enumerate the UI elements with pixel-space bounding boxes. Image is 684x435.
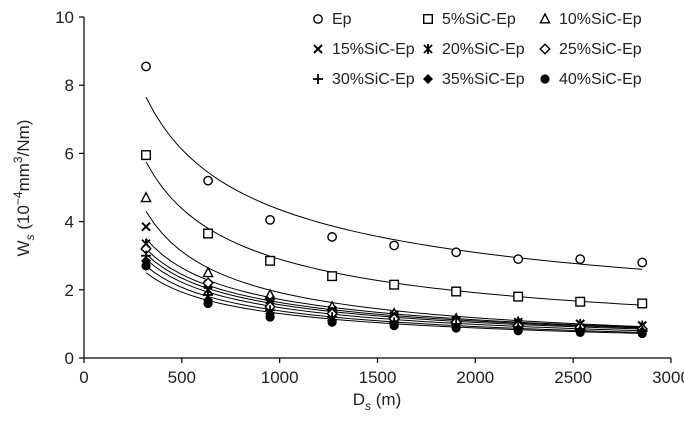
x-tick-label: 2500 xyxy=(554,368,592,387)
legend-item: 25%SiC-Ep xyxy=(539,41,642,58)
legend-item: Ep xyxy=(313,11,352,28)
data-point xyxy=(327,232,338,242)
legend-label: Ep xyxy=(332,11,352,28)
data-point xyxy=(203,298,213,309)
data-point xyxy=(141,150,152,161)
x-axis-title: Ds (m) xyxy=(353,390,402,413)
data-points xyxy=(140,61,649,339)
legend-marker xyxy=(423,74,433,84)
legend-item: 15%SiC-Ep xyxy=(313,41,415,58)
data-point xyxy=(327,317,337,327)
data-point xyxy=(575,296,586,307)
data-point xyxy=(140,191,152,203)
legend-marker xyxy=(423,13,434,25)
data-point xyxy=(637,328,647,339)
y-tick-label: 4 xyxy=(65,213,74,232)
legend-marker xyxy=(313,44,323,54)
data-point xyxy=(451,286,462,297)
legend-item: 10%SiC-Ep xyxy=(539,11,642,28)
data-point xyxy=(327,271,338,282)
legend-label: 30%SiC-Ep xyxy=(332,71,415,88)
legend-marker xyxy=(423,44,433,54)
data-point xyxy=(265,255,276,266)
data-point xyxy=(265,312,275,322)
data-point xyxy=(389,321,399,331)
legend-item: 20%SiC-Ep xyxy=(423,41,525,58)
legend-item: 40%SiC-Ep xyxy=(540,71,642,88)
data-point xyxy=(203,175,213,186)
data-point xyxy=(141,222,151,232)
data-point xyxy=(203,228,214,239)
x-tick-label: 500 xyxy=(168,368,196,387)
legend-marker xyxy=(539,43,551,55)
legend-item: 30%SiC-Ep xyxy=(313,71,415,88)
data-point xyxy=(389,240,400,251)
data-point xyxy=(637,298,648,309)
y-tick-label: 6 xyxy=(65,144,74,163)
legend-marker xyxy=(540,74,550,84)
data-point xyxy=(202,266,214,278)
data-point xyxy=(513,326,523,336)
y-axis-title: Ws (10−4mm3/Nm) xyxy=(11,120,37,257)
axes xyxy=(83,17,671,359)
y-tick-label: 8 xyxy=(65,76,74,95)
data-point xyxy=(451,323,461,333)
legend-marker xyxy=(313,74,323,84)
fit-curve xyxy=(145,96,643,270)
data-point xyxy=(141,61,151,72)
data-point xyxy=(141,261,151,271)
data-point xyxy=(637,257,648,268)
data-point xyxy=(513,291,524,302)
y-tick-label: 2 xyxy=(65,281,74,300)
fit-curves xyxy=(145,96,643,334)
data-point xyxy=(575,254,586,265)
data-point xyxy=(513,254,524,265)
data-point xyxy=(265,214,275,225)
x-tick-label: 2000 xyxy=(456,368,494,387)
legend: Ep 5%SiC-Ep 10%SiC-Ep 15%SiC-Ep 20%SiC-Ep 25%… xyxy=(313,11,642,88)
data-point xyxy=(451,247,462,258)
legend-label: 25%SiC-Ep xyxy=(559,41,642,58)
data-point xyxy=(389,279,400,290)
legend-label: 15%SiC-Ep xyxy=(332,41,415,58)
x-tick-label: 1000 xyxy=(261,368,299,387)
y-tick-label: 10 xyxy=(55,8,74,27)
data-point xyxy=(202,277,214,289)
legend-marker xyxy=(313,14,323,24)
legend-item: 5%SiC-Ep xyxy=(423,11,516,28)
legend-label: 40%SiC-Ep xyxy=(559,71,642,88)
legend-label: 5%SiC-Ep xyxy=(442,11,516,28)
legend-marker xyxy=(539,12,551,24)
y-tick-label: 0 xyxy=(65,349,74,368)
legend-label: 35%SiC-Ep xyxy=(442,71,525,88)
data-point xyxy=(575,327,585,338)
legend-label: 10%SiC-Ep xyxy=(559,11,642,28)
x-tick-label: 1500 xyxy=(359,368,397,387)
legend-item: 35%SiC-Ep xyxy=(423,71,525,88)
x-tick-label: 0 xyxy=(79,368,88,387)
legend-label: 20%SiC-Ep xyxy=(442,41,525,58)
